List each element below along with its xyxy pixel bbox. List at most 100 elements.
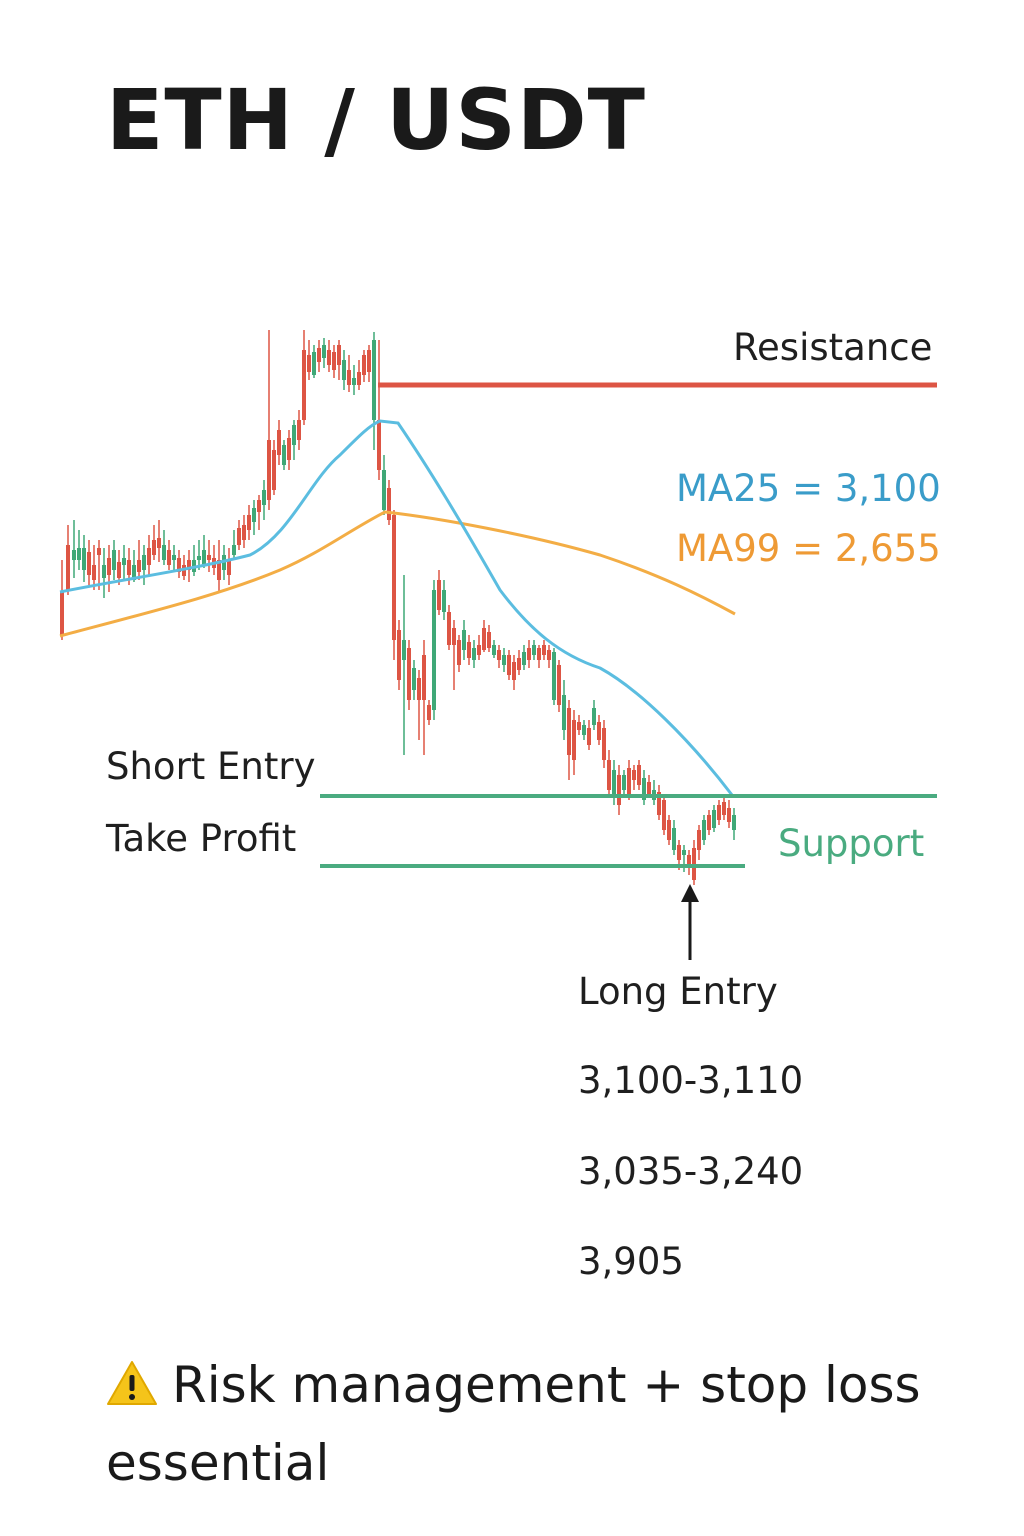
candle-body — [592, 708, 596, 725]
candle-body — [672, 828, 676, 850]
candle-body — [582, 725, 586, 735]
level-3-value: 3,905 — [578, 1240, 684, 1283]
candle-body — [662, 800, 666, 830]
candle-body — [577, 722, 581, 730]
long-entry-arrow — [681, 884, 699, 960]
candle-body — [502, 655, 506, 665]
candle-body — [122, 558, 126, 565]
candle-body — [267, 440, 271, 500]
candle-body — [412, 668, 416, 690]
candle-body — [517, 658, 521, 670]
support-label: Support — [778, 822, 925, 865]
risk-warning: Risk management + stop loss essential — [106, 1348, 966, 1500]
candle-body — [112, 550, 116, 570]
candle-body — [507, 655, 511, 675]
candle-body — [87, 552, 91, 575]
candle-body — [442, 590, 446, 612]
candle-body — [407, 648, 411, 700]
candle-body — [472, 648, 476, 660]
candle-body — [327, 350, 331, 365]
candle-body — [77, 548, 81, 560]
candle-body — [202, 550, 206, 565]
candle-body — [342, 360, 346, 380]
candle-body — [337, 345, 341, 365]
candle-body — [317, 348, 321, 362]
candle-body — [247, 515, 251, 530]
candle-body — [377, 420, 381, 470]
candle-body — [632, 770, 636, 780]
candle-body — [437, 580, 441, 610]
candle-body — [712, 810, 716, 828]
candle-body — [707, 815, 711, 830]
candle-body — [677, 845, 681, 860]
candle-body — [492, 645, 496, 655]
candle-body — [302, 350, 306, 420]
candle-body — [232, 545, 236, 555]
candle-body — [272, 450, 276, 490]
warning-icon — [106, 1352, 158, 1426]
candle-body — [60, 592, 64, 636]
candle-body — [257, 500, 261, 512]
candle-body — [532, 645, 536, 655]
ma25-line — [59, 419, 734, 796]
candle-body — [237, 528, 241, 545]
candle-body — [307, 355, 311, 372]
candle-body — [152, 540, 156, 555]
candle-body — [612, 770, 616, 795]
level-2-value: 3,035-3,240 — [578, 1150, 804, 1193]
candle-body — [172, 555, 176, 560]
candle-body — [537, 648, 541, 660]
candle-body — [207, 555, 211, 560]
candle-body — [522, 652, 526, 665]
candle-body — [542, 645, 546, 655]
candle-body — [482, 628, 486, 650]
candle-body — [242, 525, 246, 540]
candle-body — [717, 805, 721, 820]
candle-body — [157, 538, 161, 548]
candle-body — [392, 515, 396, 640]
candle-body — [382, 470, 386, 510]
candle-body — [362, 355, 366, 375]
candle-body — [647, 782, 651, 795]
candle-body — [732, 815, 736, 830]
candle-body — [427, 705, 431, 720]
candle-body — [687, 855, 691, 865]
candle-body — [92, 565, 96, 580]
candle-body — [467, 642, 471, 658]
candle-body — [627, 768, 631, 795]
candle-body — [117, 562, 121, 578]
candle-body — [622, 775, 626, 790]
candle-body — [557, 665, 561, 705]
candle-body — [587, 728, 591, 745]
candle-body — [217, 560, 221, 580]
candle-body — [282, 445, 286, 465]
candle-body — [287, 438, 291, 460]
candle-body — [462, 630, 466, 650]
candle-body — [702, 820, 706, 840]
risk-warning-text: Risk management + stop loss essential — [106, 1356, 921, 1492]
candle-body — [682, 850, 686, 855]
candle-body — [167, 550, 171, 565]
candle-body — [66, 545, 70, 590]
ma99-label: MA99 = 2,655 — [676, 527, 941, 570]
candle-body — [402, 640, 406, 660]
candle-body — [187, 560, 191, 570]
candle-body — [147, 548, 151, 565]
candle-body — [197, 556, 201, 560]
long-entry-label: Long Entry — [578, 970, 778, 1013]
candle-body — [332, 352, 336, 370]
candle-body — [177, 558, 181, 572]
candle-body — [597, 722, 601, 740]
candle-body — [262, 490, 266, 505]
candle-body — [547, 650, 551, 660]
candle-body — [497, 650, 501, 660]
candle-body — [397, 630, 401, 680]
candle-body — [227, 560, 231, 575]
candle-body — [137, 560, 141, 572]
candle-body — [617, 775, 621, 805]
level-1-value: 3,100-3,110 — [578, 1059, 804, 1102]
candle-body — [82, 548, 86, 570]
candle-body — [372, 340, 376, 420]
candles-group — [60, 330, 736, 885]
